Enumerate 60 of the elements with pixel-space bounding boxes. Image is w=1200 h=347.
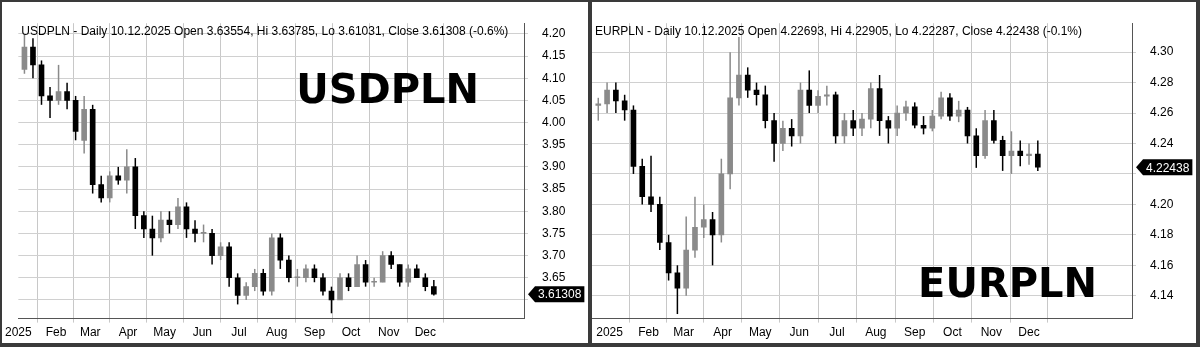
y-tick-label: 4.18 [1150, 227, 1174, 242]
x-tick-label: Mar [79, 325, 101, 340]
x-tick-label: May [153, 325, 176, 340]
y-tick-label: 3.70 [542, 247, 566, 262]
y-tick-label: 4.14 [1150, 288, 1174, 303]
y-tick-label: 4.16 [1150, 257, 1174, 272]
candlestick [824, 85, 830, 106]
x-tick-label: Oct [341, 325, 361, 340]
x-tick-label: 2025 [596, 325, 624, 340]
y-tick-label: 3.90 [542, 159, 566, 174]
candlestick [371, 277, 377, 287]
x-tick-label: Apr [713, 325, 732, 340]
x-tick-label: Jun [192, 325, 213, 340]
annotation: EURPLN [918, 259, 1097, 306]
y-tick-label: 3.65 [542, 270, 566, 285]
y-tick-label: 4.28 [1150, 74, 1174, 89]
x-tick-label: Aug [265, 325, 288, 340]
x-tick-label: May [748, 325, 772, 340]
x-tick-label: 2025 [5, 325, 33, 340]
x-tick-label: Aug [865, 325, 887, 340]
x-tick-label: Feb [638, 325, 660, 340]
x-tick-label: Sep [303, 325, 326, 340]
y-tick-label: 4.20 [1150, 196, 1174, 211]
x-tick-label: Apr [118, 325, 138, 340]
x-tick-label: Nov [980, 325, 1003, 340]
x-tick-label: Jul [829, 325, 845, 340]
x-tick-label: Mar [673, 325, 695, 340]
y-tick-label: 4.26 [1150, 105, 1174, 120]
y-tick-label: 4.30 [1150, 44, 1174, 59]
x-tick-label: Feb [45, 325, 67, 340]
y-tick-label: 4.00 [542, 114, 566, 129]
x-tick-label: Nov [378, 325, 400, 340]
y-tick-label: 3.95 [542, 137, 566, 152]
chart-title: USDPLN - Daily 10.12.2025 Open 3.63554, Hi 3.63785, Lo 3.61031, Close 3.61308 (-0.6%) [21, 23, 509, 38]
candlestick [1026, 143, 1032, 165]
candlestick [1017, 140, 1024, 167]
y-tick-label: 4.05 [542, 92, 566, 107]
annotation: USDPLN [296, 66, 479, 113]
x-tick-label: Oct [943, 325, 963, 340]
chart-title: EURPLN - Daily 10.12.2025 Open 4.22693, Hi 4.22905, Lo 4.22287, Close 4.22438 (-0.1%) [595, 23, 1082, 38]
candlestick [648, 155, 654, 213]
candlestick [192, 220, 198, 243]
candlestick [700, 204, 707, 238]
y-tick-label: 3.80 [542, 203, 566, 218]
y-tick-label: 3.75 [542, 225, 566, 240]
y-tick-label: 4.24 [1150, 135, 1174, 150]
y-tick-label: 4.20 [542, 26, 566, 41]
y-tick-label: 4.10 [542, 70, 566, 85]
candlestick [47, 87, 53, 119]
text: 4.22438 [1146, 160, 1190, 175]
x-tick-label: Sep [904, 325, 926, 340]
text: 3.61308 [538, 287, 582, 302]
x-tick-label: Dec [1018, 325, 1040, 340]
candlestick [123, 149, 130, 194]
x-tick-label: Dec [414, 325, 436, 340]
x-tick-label: Jul [231, 325, 247, 340]
y-tick-label: 3.85 [542, 181, 566, 196]
y-tick-label: 4.15 [542, 48, 566, 63]
candlestick [903, 100, 909, 121]
x-tick-label: Jun [789, 325, 809, 340]
